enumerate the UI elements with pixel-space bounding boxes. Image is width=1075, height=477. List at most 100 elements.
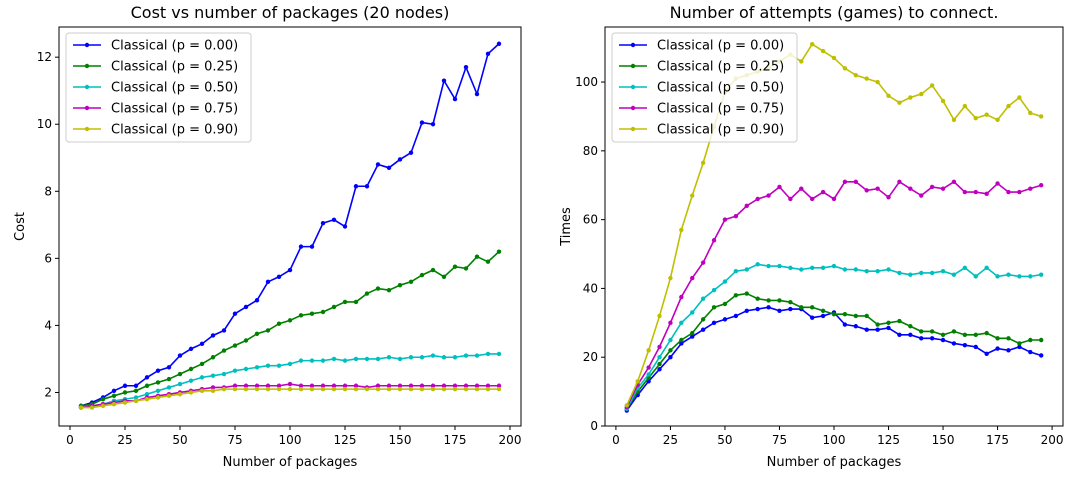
data-point [320, 309, 326, 315]
data-point [973, 332, 978, 338]
data-point [668, 348, 673, 353]
data-point [853, 324, 859, 329]
data-point [375, 286, 381, 291]
data-point [485, 383, 491, 388]
data-point [875, 186, 880, 191]
data-point [496, 351, 502, 357]
legend-marker [630, 63, 636, 69]
data-point [254, 365, 260, 370]
data-point [744, 267, 749, 272]
data-point [679, 227, 684, 233]
data-point [919, 336, 924, 341]
legend-marker [630, 105, 636, 111]
data-point [1038, 337, 1044, 343]
data-point [298, 358, 304, 363]
data-point [232, 383, 238, 388]
legend-label: Classical (p = 0.50) [111, 81, 238, 96]
data-point [1006, 189, 1011, 195]
data-point [331, 304, 337, 310]
data-point [951, 117, 957, 123]
data-point [485, 51, 491, 57]
data-point [243, 366, 249, 372]
data-point [1038, 114, 1044, 119]
data-point [474, 254, 480, 259]
data-point [408, 386, 414, 392]
data-point [353, 356, 359, 362]
data-point [1028, 110, 1033, 116]
data-point [842, 267, 848, 272]
data-point [995, 181, 1000, 186]
data-point [375, 386, 381, 392]
data-point [364, 291, 370, 296]
data-point [331, 386, 337, 392]
data-point [940, 98, 946, 104]
data-point [166, 393, 172, 399]
data-point [1017, 189, 1022, 195]
y-tick-label: 6 [44, 251, 52, 265]
data-point [441, 386, 447, 392]
data-point [951, 179, 957, 184]
data-point [755, 262, 760, 267]
data-point [210, 385, 216, 390]
x-tick-label: 125 [334, 433, 357, 447]
data-point [1017, 274, 1022, 279]
data-point [276, 383, 282, 388]
data-point [886, 325, 891, 331]
data-point [298, 386, 304, 392]
data-point [397, 282, 403, 288]
data-point [463, 65, 469, 70]
data-point [973, 189, 978, 195]
data-point [995, 274, 1000, 279]
data-point [386, 386, 392, 392]
data-point [430, 386, 436, 392]
data-point [331, 356, 337, 362]
x-axis-label: Number of packages [767, 455, 902, 470]
data-point [320, 220, 326, 226]
data-point [962, 265, 968, 270]
legend-label: Classical (p = 0.75) [111, 102, 238, 117]
data-point [331, 383, 337, 388]
data-point [646, 372, 651, 377]
y-axis-label: Cost [13, 212, 28, 241]
data-point [668, 337, 673, 343]
data-point [287, 381, 293, 387]
data-point [809, 265, 815, 270]
data-point [298, 313, 304, 318]
data-point [929, 184, 935, 190]
data-point [700, 327, 706, 332]
data-point [864, 188, 869, 193]
chart-title: Cost vs number of packages (20 nodes) [131, 3, 450, 22]
data-point [166, 376, 172, 382]
data-point [133, 383, 139, 388]
legend-label: Classical (p = 0.75) [657, 102, 784, 117]
data-point [984, 351, 989, 356]
data-point [875, 327, 880, 332]
legend-item: Classical (p = 0.25) [73, 60, 238, 75]
data-point [276, 386, 282, 392]
data-point [353, 386, 359, 392]
data-point [984, 330, 989, 336]
data-point [243, 383, 249, 388]
legend-marker [630, 42, 636, 48]
x-tick-label: 75 [227, 433, 242, 447]
data-point [842, 66, 848, 71]
data-point [408, 150, 414, 155]
y-tick-label: 20 [583, 350, 598, 364]
data-point [657, 344, 662, 350]
y-tick-label: 8 [44, 184, 52, 198]
y-tick-label: 80 [583, 144, 598, 158]
data-point [766, 305, 771, 310]
data-point [777, 308, 782, 313]
data-point [243, 386, 249, 392]
y-tick-label: 4 [44, 318, 52, 332]
data-point [122, 383, 128, 388]
data-point [496, 386, 502, 392]
data-point [711, 238, 717, 243]
data-point [144, 396, 150, 402]
data-point [1038, 272, 1044, 277]
data-point [929, 83, 935, 88]
data-point [122, 400, 128, 405]
legend-marker [630, 126, 636, 132]
data-point [474, 386, 480, 392]
data-point [496, 249, 502, 254]
